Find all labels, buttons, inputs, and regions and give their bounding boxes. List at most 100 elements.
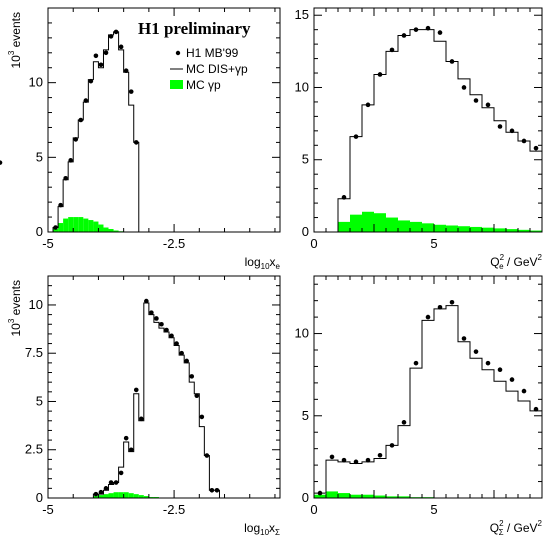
- x-axis-label-var-sub: Σ: [275, 528, 280, 537]
- x-axis-label-log: log: [244, 521, 260, 535]
- y-axis-label: 103 events: [7, 12, 23, 69]
- x-axis-label-sup: 2: [499, 519, 504, 528]
- data-point: [103, 486, 109, 491]
- y-axis-label-base: 10: [9, 323, 23, 337]
- data-point: [425, 314, 431, 320]
- mc-gp-bar: [446, 225, 458, 232]
- x-tick-label: -2.5: [163, 502, 185, 517]
- data-point: [497, 124, 503, 129]
- y-tick-label: 5: [36, 149, 43, 164]
- data-point: [353, 134, 359, 139]
- y-tick-label: 10: [295, 79, 309, 94]
- data-point: [139, 416, 144, 422]
- data-point: [128, 89, 134, 94]
- x-axis-label-unit: / GeV: [504, 255, 538, 269]
- data-point: [341, 457, 347, 463]
- data-point: [365, 457, 371, 463]
- mc-gp-bar: [93, 496, 99, 498]
- mc-gp-bar: [103, 227, 109, 232]
- data-point: [123, 435, 129, 441]
- data-point: [103, 50, 109, 56]
- data-point: [83, 98, 89, 103]
- mc-step-line: [92, 302, 235, 499]
- data-point: [154, 316, 159, 321]
- legend-mc-gp-label: MC γp: [186, 78, 221, 92]
- mc-gp-bar: [530, 230, 542, 232]
- y-tick-label: 5: [36, 393, 43, 408]
- mc-gp-bar: [386, 496, 398, 498]
- data-point: [179, 350, 184, 356]
- x-axis-label-sup: 2: [500, 253, 505, 262]
- data-point: [73, 137, 79, 142]
- mc-gp-bar: [386, 217, 398, 232]
- data-point: [209, 487, 215, 493]
- mc-gp-bar: [314, 494, 326, 498]
- legend-data-marker: [175, 50, 181, 56]
- data-point: [377, 72, 383, 77]
- data-point: [164, 327, 169, 333]
- y-axis-label-sup: 3: [7, 50, 16, 55]
- y-tick-label: 2.5: [25, 442, 43, 457]
- data-point: [149, 310, 154, 315]
- data-point: [341, 195, 347, 200]
- mc-gp-bar: [68, 217, 74, 232]
- mc-gp-bar: [108, 229, 114, 232]
- data-point: [133, 387, 139, 393]
- mc-gp-bar: [410, 221, 422, 232]
- x-axis-label-var: x: [269, 521, 275, 535]
- legend-mc-label: MC DIS+γp: [186, 62, 248, 76]
- data-point: [63, 175, 68, 181]
- y-tick-label: 15: [295, 7, 309, 22]
- data-point: [123, 68, 129, 74]
- x-axis-label-log: log: [245, 255, 261, 269]
- mc-gp-bar: [98, 224, 104, 232]
- data-point: [214, 487, 220, 493]
- mc-gp-bar: [83, 218, 89, 232]
- data-point: [159, 321, 164, 327]
- data-point: [377, 452, 383, 458]
- x-tick-label: -2.5: [163, 236, 185, 251]
- data-point: [108, 34, 114, 39]
- mc-gp-bar: [93, 221, 99, 232]
- data-point: [497, 367, 503, 373]
- y-axis-label-rest: events: [9, 280, 23, 319]
- data-point: [509, 377, 515, 382]
- mc-gp-bar: [143, 496, 149, 498]
- x-tick-label: 0: [310, 236, 317, 251]
- mc-gp-bar: [88, 220, 94, 232]
- x-axis-label-unit-sup: 2: [538, 253, 543, 262]
- data-point: [58, 202, 63, 208]
- mc-gp-bar: [103, 494, 109, 498]
- data-point: [0, 160, 3, 165]
- mc-gp-bar: [53, 229, 59, 232]
- x-axis-label-sub: 10: [261, 262, 270, 271]
- mc-gp-bar: [326, 491, 338, 498]
- plot-frame: [47, 7, 281, 233]
- data-point: [521, 388, 527, 394]
- mc-gp-bar: [118, 492, 124, 498]
- data-point: [78, 117, 84, 123]
- data-point: [118, 44, 124, 50]
- data-point: [485, 102, 491, 108]
- data-point: [53, 225, 58, 230]
- mc-gp-bar: [73, 217, 79, 232]
- mc-gp-bar: [138, 495, 144, 498]
- mc-gp-bar: [123, 492, 129, 498]
- data-point: [413, 360, 419, 366]
- data-point: [353, 459, 359, 465]
- x-axis-label-sub: 10: [260, 528, 269, 537]
- mc-gp-bar: [434, 224, 446, 232]
- y-axis-label-sup: 3: [7, 318, 16, 323]
- y-tick-label: 10: [295, 326, 309, 341]
- data-point: [365, 102, 371, 108]
- x-axis-label-q: Q: [490, 255, 499, 269]
- data-point: [189, 374, 195, 379]
- y-tick-label: 0: [36, 490, 43, 505]
- data-point: [108, 480, 114, 485]
- x-tick-label: 5: [430, 236, 437, 251]
- data-point: [389, 47, 395, 53]
